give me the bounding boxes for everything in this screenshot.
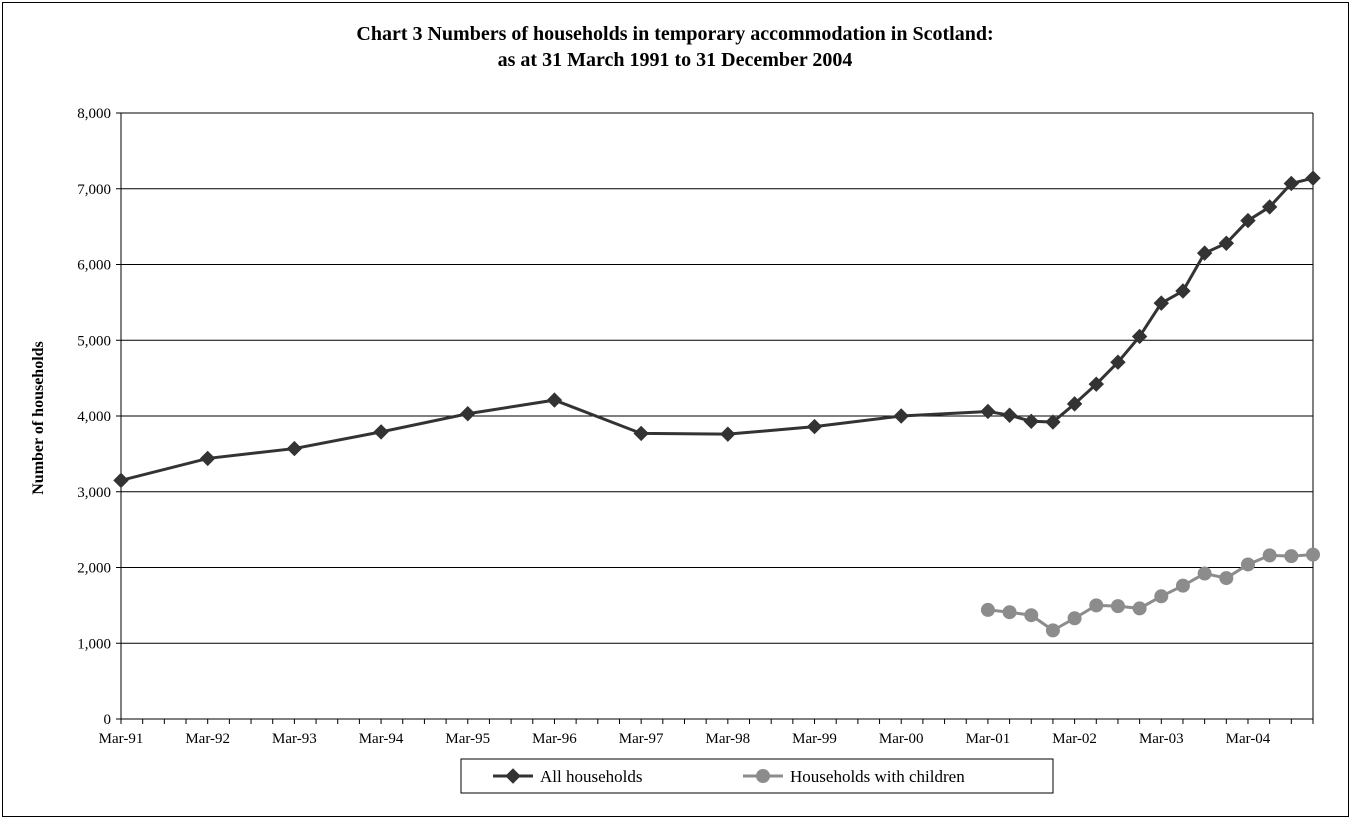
series-1: [981, 548, 1319, 637]
x-tick-label-12: Mar-03: [1139, 731, 1184, 747]
y-axis-label: Number of households: [30, 341, 47, 495]
x-tick-label-11: Mar-02: [1052, 731, 1097, 747]
legend-label-0: All households: [540, 767, 642, 786]
legend-marker-1: [757, 770, 770, 783]
x-tick-label-9: Mar-00: [879, 731, 924, 747]
y-tick-label-2: 2,000: [77, 561, 111, 577]
data-point-1-10: [1198, 567, 1211, 580]
x-axis-ticks: Mar-91 Mar-92 Mar-93 Mar-94 Mar-95 Mar-96 Mar-…: [99, 719, 1313, 747]
data-point-0-3: [374, 425, 388, 439]
x-tick-label-10: Mar-01: [966, 731, 1011, 747]
data-point-0-6: [634, 426, 648, 440]
data-point-0-25: [1306, 171, 1320, 185]
legend-label-1: Households with children: [790, 767, 965, 786]
y-tick-label-1: 1,000: [77, 636, 111, 652]
x-tick-label-4: Mar-95: [445, 731, 490, 747]
data-point-0-4: [461, 407, 475, 421]
series-0: [114, 171, 1320, 487]
x-tick-label-0: Mar-91: [99, 731, 144, 747]
data-point-1-5: [1090, 599, 1103, 612]
data-point-1-11: [1220, 572, 1233, 585]
data-point-1-4: [1068, 612, 1081, 625]
data-point-0-20: [1198, 246, 1212, 260]
data-point-0-0: [114, 473, 128, 487]
data-point-0-5: [547, 393, 561, 407]
data-point-0-7: [721, 427, 735, 441]
y-tick-label-8: 8,000: [77, 106, 111, 122]
data-point-1-1: [1003, 606, 1016, 619]
y-tick-label-7: 7,000: [77, 182, 111, 198]
data-point-1-2: [1025, 609, 1038, 622]
data-point-1-14: [1285, 550, 1298, 563]
data-point-1-6: [1111, 600, 1124, 613]
y-tick-label-4: 4,000: [77, 409, 111, 425]
data-point-1-9: [1176, 579, 1189, 592]
data-point-1-13: [1263, 549, 1276, 562]
chart-title: Chart 3 Numbers of households in tempora…: [356, 23, 993, 71]
series-line-0: [121, 178, 1313, 480]
chart-title-line-2: as at 31 March 1991 to 31 December 2004: [498, 49, 853, 71]
data-point-0-11: [1003, 408, 1017, 422]
x-tick-label-13: Mar-04: [1226, 731, 1271, 747]
x-tick-label-3: Mar-94: [359, 731, 404, 747]
data-point-0-1: [201, 451, 215, 465]
x-tick-label-7: Mar-98: [705, 731, 750, 747]
data-point-0-19: [1176, 284, 1190, 298]
legend: All households Households with children: [461, 759, 1053, 793]
chart-title-line-1: Chart 3 Numbers of households in tempora…: [356, 23, 993, 45]
x-tick-label-1: Mar-92: [185, 731, 230, 747]
x-tick-label-5: Mar-96: [532, 731, 577, 747]
data-point-1-8: [1155, 590, 1168, 603]
data-point-0-9: [894, 409, 908, 423]
x-tick-label-8: Mar-99: [792, 731, 837, 747]
line-chart: Chart 3 Numbers of households in tempora…: [3, 3, 1348, 816]
x-tick-label-2: Mar-93: [272, 731, 317, 747]
data-point-0-2: [287, 442, 301, 456]
data-point-1-7: [1133, 602, 1146, 615]
data-point-1-0: [981, 603, 994, 616]
y-tick-label-6: 6,000: [77, 258, 111, 274]
y-axis-ticks: 0 1,000 2,000 3,000 4,000 5,000 6,000 7,000 8,00…: [77, 106, 121, 728]
data-point-1-12: [1241, 558, 1254, 571]
data-point-1-3: [1046, 624, 1059, 637]
gridlines: [121, 113, 1313, 643]
y-tick-label-0: 0: [104, 712, 112, 728]
x-tick-label-6: Mar-97: [619, 731, 664, 747]
y-tick-label-3: 3,000: [77, 485, 111, 501]
data-point-0-8: [808, 420, 822, 434]
data-point-1-15: [1307, 548, 1320, 561]
y-tick-label-5: 5,000: [77, 333, 111, 349]
